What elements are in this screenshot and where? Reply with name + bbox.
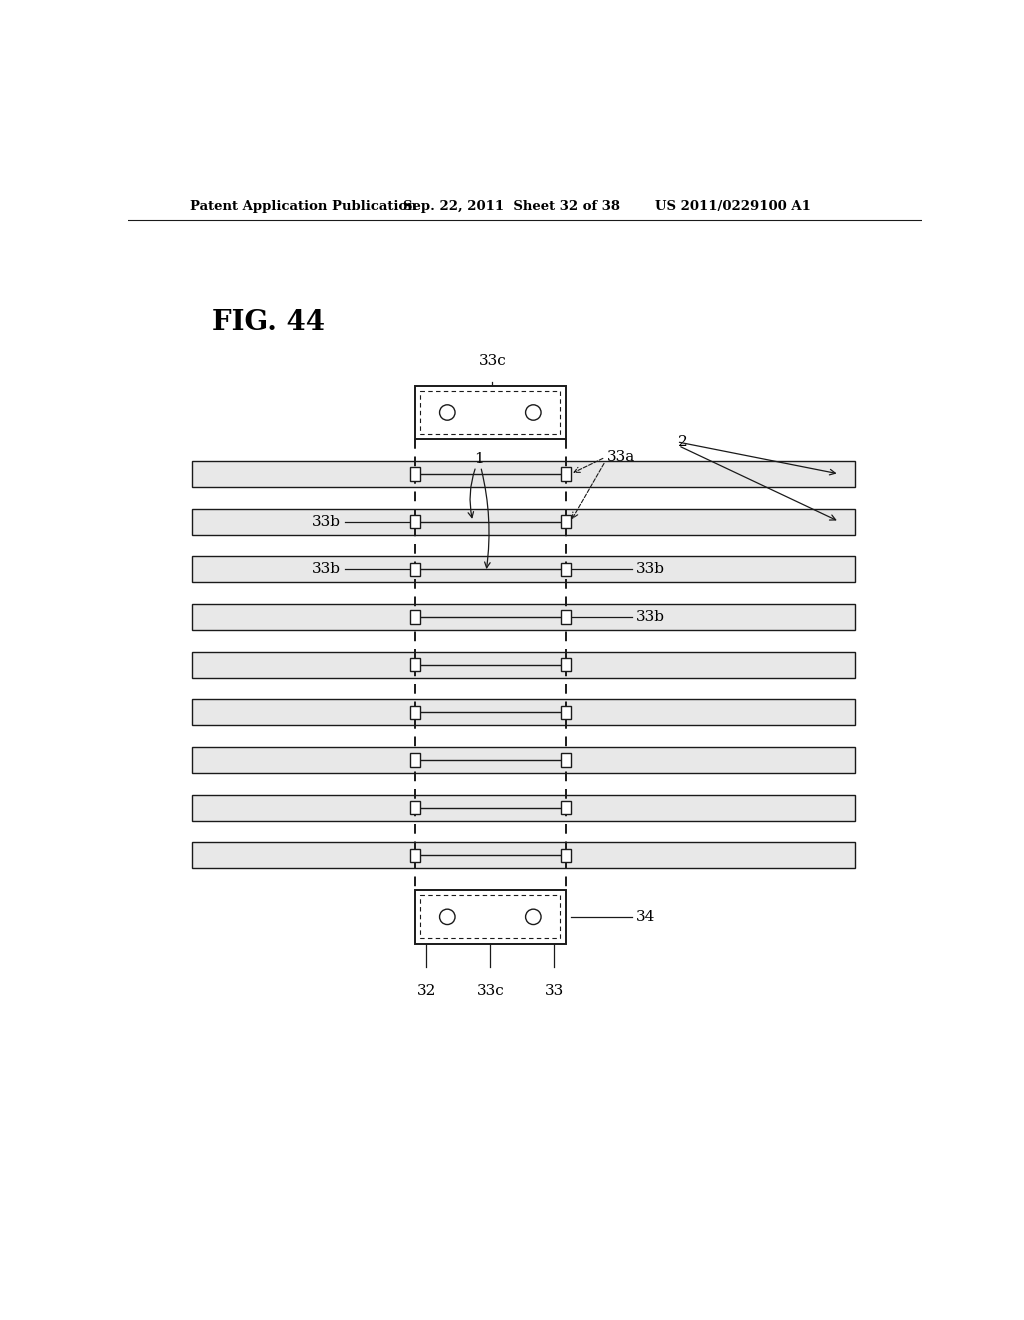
- Circle shape: [439, 405, 455, 420]
- Bar: [191, 842, 855, 869]
- Bar: [561, 849, 571, 862]
- Bar: [561, 659, 571, 672]
- Bar: [191, 556, 855, 582]
- Text: 1: 1: [474, 451, 484, 466]
- Text: FIG. 44: FIG. 44: [212, 309, 325, 335]
- Text: 2: 2: [678, 434, 688, 449]
- Circle shape: [525, 909, 541, 924]
- Bar: [561, 515, 571, 528]
- Bar: [191, 605, 855, 630]
- Text: 33b: 33b: [312, 515, 341, 529]
- Bar: [561, 754, 571, 767]
- Text: US 2011/0229100 A1: US 2011/0229100 A1: [655, 199, 811, 213]
- Bar: [410, 562, 420, 576]
- Bar: [191, 652, 855, 677]
- Bar: [420, 391, 560, 434]
- Bar: [561, 562, 571, 576]
- Bar: [191, 747, 855, 774]
- Bar: [410, 706, 420, 719]
- Text: 32: 32: [417, 983, 436, 998]
- Bar: [410, 849, 420, 862]
- Bar: [410, 515, 420, 528]
- Circle shape: [439, 909, 455, 924]
- Text: 33c: 33c: [478, 354, 506, 368]
- Bar: [191, 795, 855, 821]
- Text: 33b: 33b: [312, 562, 341, 577]
- Bar: [420, 895, 560, 939]
- Text: 33b: 33b: [636, 610, 665, 624]
- Bar: [410, 754, 420, 767]
- Bar: [410, 659, 420, 672]
- Bar: [415, 890, 566, 944]
- Text: Patent Application Publication: Patent Application Publication: [190, 199, 417, 213]
- Text: 33: 33: [545, 983, 564, 998]
- Bar: [561, 801, 571, 814]
- Bar: [410, 610, 420, 623]
- Bar: [415, 385, 566, 440]
- Text: 33b: 33b: [636, 562, 665, 577]
- Bar: [561, 706, 571, 719]
- Bar: [410, 467, 420, 480]
- Text: Sep. 22, 2011  Sheet 32 of 38: Sep. 22, 2011 Sheet 32 of 38: [403, 199, 621, 213]
- Text: 34: 34: [636, 909, 655, 924]
- Bar: [561, 467, 571, 480]
- Bar: [561, 610, 571, 623]
- Bar: [191, 508, 855, 535]
- Bar: [191, 461, 855, 487]
- Bar: [410, 801, 420, 814]
- Bar: [191, 700, 855, 726]
- Text: 33a: 33a: [607, 450, 635, 465]
- Text: 33c: 33c: [476, 983, 504, 998]
- Circle shape: [525, 405, 541, 420]
